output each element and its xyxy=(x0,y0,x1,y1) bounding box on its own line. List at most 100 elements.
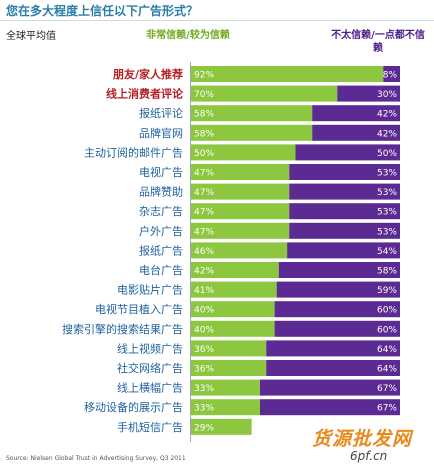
bar-distrust xyxy=(312,124,400,141)
bar-distrust xyxy=(276,281,400,298)
bar-trust xyxy=(191,85,338,102)
bar-distrust xyxy=(383,66,400,82)
value-label-trust: 47% xyxy=(194,227,214,237)
value-label-distrust: 30% xyxy=(377,90,397,100)
value-label-distrust: 53% xyxy=(377,188,397,198)
value-label-distrust: 53% xyxy=(377,208,397,218)
value-label-trust: 47% xyxy=(194,188,214,198)
bar-distrust xyxy=(274,320,400,337)
value-label-distrust: 60% xyxy=(377,325,397,335)
value-label-trust: 58% xyxy=(194,110,214,120)
bar-trust xyxy=(191,418,252,435)
value-label-trust: 58% xyxy=(194,129,214,139)
bar-distrust xyxy=(259,399,400,416)
value-label-distrust: 53% xyxy=(377,227,397,237)
bar-trust xyxy=(191,105,313,122)
category-label: 报纸评论 xyxy=(139,106,183,120)
category-label: 户外广告 xyxy=(139,224,183,238)
category-label: 电视节目植入广告 xyxy=(95,302,183,316)
bar-distrust xyxy=(289,164,400,180)
category-label: 电台广告 xyxy=(139,263,183,277)
category-label: 品牌官网 xyxy=(139,126,183,140)
value-label-trust: 33% xyxy=(194,384,214,394)
value-label-distrust: 53% xyxy=(377,169,397,179)
bar-distrust xyxy=(289,183,400,200)
bar-trust xyxy=(191,242,288,259)
title-divider xyxy=(0,20,434,21)
value-label-trust: 47% xyxy=(194,169,214,179)
value-label-trust: 70% xyxy=(194,90,214,100)
bar-distrust xyxy=(289,222,400,239)
bar-trust xyxy=(191,399,260,416)
category-label: 线上消费者评论 xyxy=(106,87,184,101)
bar-distrust xyxy=(289,203,400,220)
bar-distrust xyxy=(259,379,400,396)
category-label: 手机短信广告 xyxy=(117,420,183,434)
bar-distrust xyxy=(278,262,400,278)
value-label-distrust: 8% xyxy=(383,71,398,81)
chart-subtitle: 全球平均值 xyxy=(6,31,56,42)
watermark-site: 6pf.cn xyxy=(350,449,388,463)
category-label: 电视广告 xyxy=(139,165,183,179)
bar-trust xyxy=(191,281,277,298)
value-label-trust: 29% xyxy=(194,423,214,433)
value-label-trust: 40% xyxy=(194,306,214,316)
value-label-distrust: 64% xyxy=(377,365,397,375)
bar-distrust xyxy=(312,105,400,122)
category-label: 搜索引擎的搜索结果广告 xyxy=(62,322,183,336)
value-label-trust: 36% xyxy=(194,365,214,375)
bar-trust xyxy=(191,379,260,396)
category-label: 社交网络广告 xyxy=(117,361,183,375)
watermark-logo-text: 货源批发网 xyxy=(312,428,413,450)
category-label: 杂志广告 xyxy=(139,205,183,218)
bar-distrust xyxy=(287,242,400,259)
bar-trust xyxy=(191,203,290,220)
value-label-trust: 40% xyxy=(194,325,214,335)
bar-trust xyxy=(191,320,275,337)
bar-trust xyxy=(191,164,290,180)
category-label: 朋友/家人推荐 xyxy=(112,67,183,81)
bar-distrust xyxy=(274,301,400,318)
value-label-distrust: 64% xyxy=(377,345,397,355)
value-label-trust: 41% xyxy=(194,286,214,296)
category-label: 移动设备的展示广告 xyxy=(84,400,183,414)
source-note: Source: Nielsen Global Trust in Advertis… xyxy=(6,455,186,462)
category-axis-line xyxy=(190,62,191,442)
value-label-distrust: 60% xyxy=(377,306,397,316)
chart-title: 您在多大程度上信任以下广告形式？ xyxy=(6,4,199,18)
value-label-trust: 33% xyxy=(194,404,214,414)
value-label-trust: 47% xyxy=(194,208,214,218)
bar-trust xyxy=(191,66,384,82)
bar-trust xyxy=(191,144,296,161)
value-label-distrust: 54% xyxy=(377,247,397,257)
value-label-distrust: 42% xyxy=(377,129,397,139)
category-label: 主动订阅的邮件广告 xyxy=(84,145,183,159)
bar-trust xyxy=(191,301,275,318)
value-label-distrust: 50% xyxy=(377,149,397,159)
legend-distrust: 不太信赖/一点都不信赖 xyxy=(331,30,425,54)
value-label-distrust: 67% xyxy=(377,404,397,414)
value-label-distrust: 67% xyxy=(377,384,397,394)
value-label-distrust: 42% xyxy=(377,110,397,120)
value-label-trust: 36% xyxy=(194,345,214,355)
value-label-trust: 46% xyxy=(194,247,214,257)
legend-trust: 非常信赖/较为信赖 xyxy=(146,30,230,41)
category-label: 线上横幅广告 xyxy=(117,381,183,395)
bar-distrust xyxy=(266,340,400,357)
value-label-trust: 50% xyxy=(194,149,214,159)
bar-trust xyxy=(191,222,290,239)
bar-distrust xyxy=(295,144,400,161)
bar-distrust xyxy=(266,360,400,376)
bar-trust xyxy=(191,262,279,278)
value-label-trust: 42% xyxy=(194,267,214,277)
category-label: 电影贴片广告 xyxy=(117,283,183,297)
bar-trust xyxy=(191,124,313,141)
category-label: 线上视频广告 xyxy=(117,341,183,355)
category-label: 报纸广告 xyxy=(139,243,183,257)
bar-trust xyxy=(191,340,267,357)
value-label-distrust: 59% xyxy=(377,286,397,296)
bar-trust xyxy=(191,183,290,200)
value-label-distrust: 58% xyxy=(377,267,397,277)
bar-trust xyxy=(191,360,267,376)
